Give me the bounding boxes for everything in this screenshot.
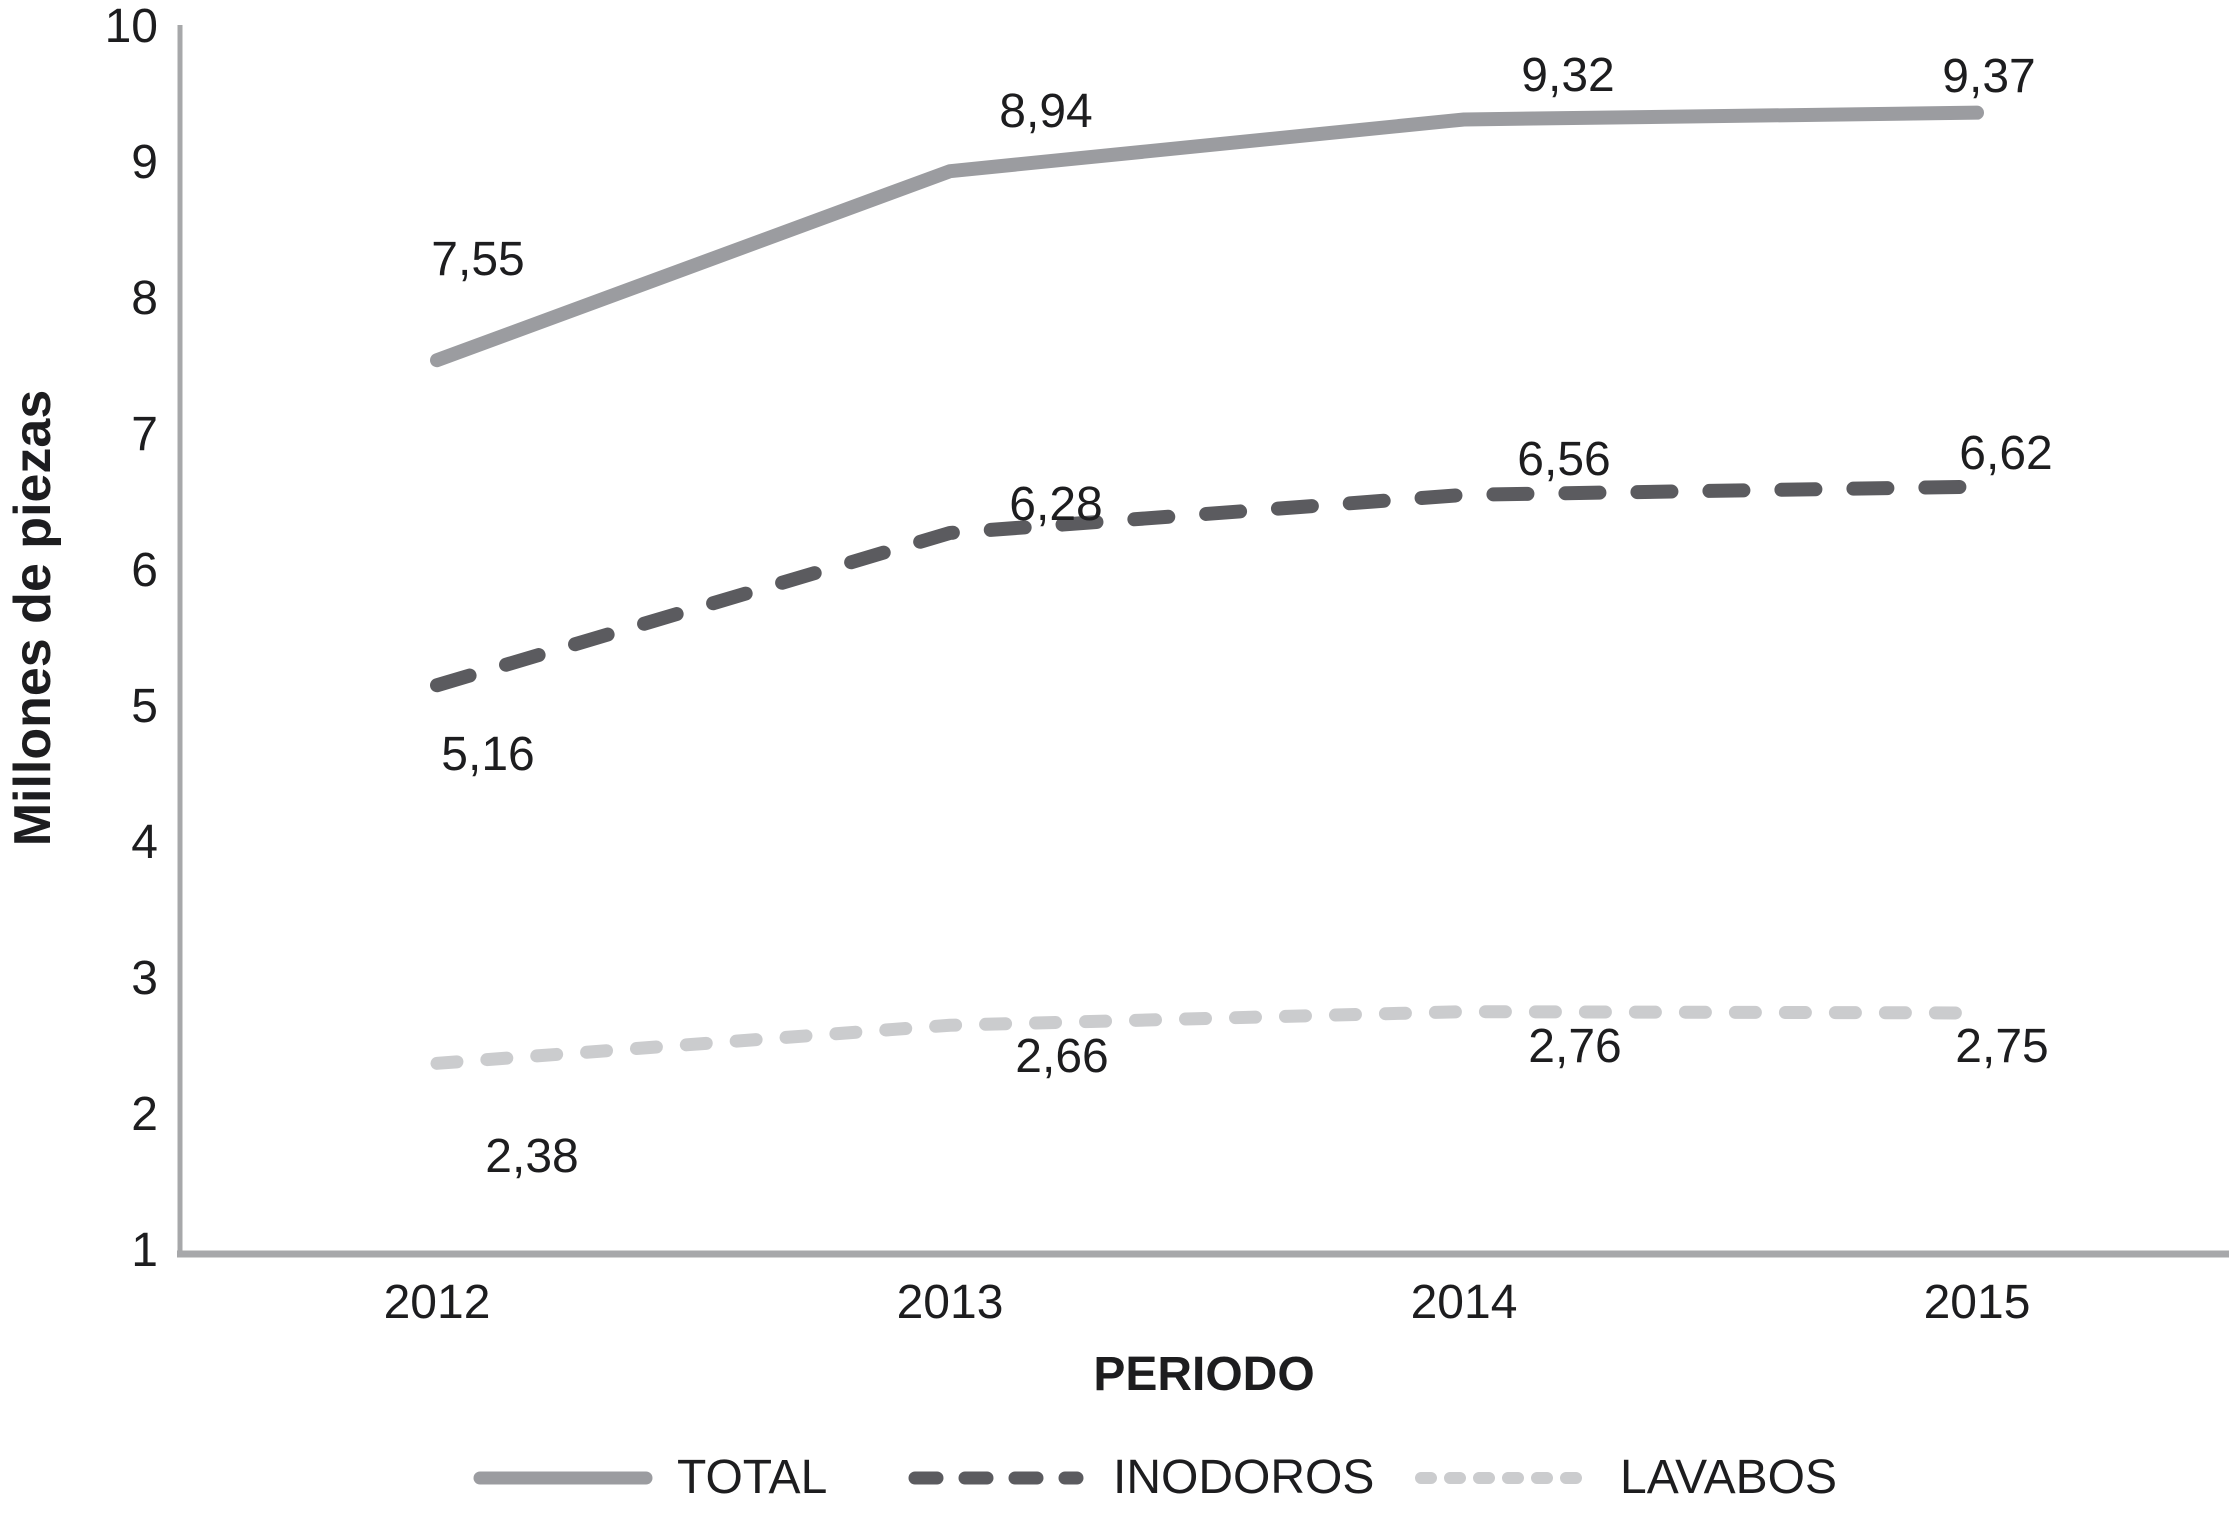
y-tick-5: 5	[131, 680, 158, 733]
x-tick-2014: 2014	[1410, 1276, 1518, 1329]
data-label-lavabos-2014: 2,76	[1528, 1019, 1622, 1073]
y-axis-title: Millones de piezas	[4, 389, 62, 847]
x-tick-2013: 2013	[896, 1276, 1004, 1329]
legend-swatch-inodoros	[908, 1471, 1084, 1485]
legend-label-total: TOTAL	[677, 1451, 828, 1504]
data-label-total-2013: 8,94	[999, 85, 1093, 139]
series-line-lavabos	[430, 1005, 1984, 1070]
legend-swatch-total	[473, 1471, 653, 1485]
y-tick-3: 3	[131, 952, 158, 1005]
x-tick-2015: 2015	[1923, 1276, 2031, 1329]
y-tick-4: 4	[131, 816, 158, 869]
x-tick-2012: 2012	[383, 1276, 491, 1329]
x-axis-title: PERIODO	[1093, 1348, 1315, 1401]
y-tick-10: 10	[104, 0, 158, 53]
data-label-total-2012: 7,55	[431, 233, 525, 287]
y-tick-2: 2	[131, 1088, 158, 1141]
data-label-lavabos-2015: 2,75	[1955, 1020, 2049, 1073]
data-label-inodoros-2014: 6,56	[1517, 432, 1611, 486]
data-label-total-2015: 9,37	[1942, 49, 2036, 103]
legend-swatch-lavabos	[1415, 1472, 1587, 1484]
data-label-lavabos-2012: 2,38	[485, 1130, 579, 1184]
legend-label-lavabos: LAVABOS	[1620, 1451, 1837, 1504]
data-label-inodoros-2015: 6,62	[1959, 426, 2053, 480]
y-tick-6: 6	[131, 544, 158, 597]
y-tick-1: 1	[131, 1224, 158, 1277]
data-label-inodoros-2013: 6,28	[1009, 477, 1103, 531]
data-label-lavabos-2013: 2,66	[1015, 1030, 1109, 1084]
data-label-total-2014: 9,32	[1521, 49, 1615, 103]
y-tick-7: 7	[131, 408, 158, 461]
y-tick-8: 8	[131, 272, 158, 325]
series-line-inodoros	[430, 479, 1984, 693]
y-tick-9: 9	[131, 136, 158, 189]
data-label-inodoros-2012: 5,16	[441, 728, 535, 782]
legend-label-inodoros: INODOROS	[1113, 1451, 1375, 1504]
series-line-total	[430, 105, 1984, 368]
